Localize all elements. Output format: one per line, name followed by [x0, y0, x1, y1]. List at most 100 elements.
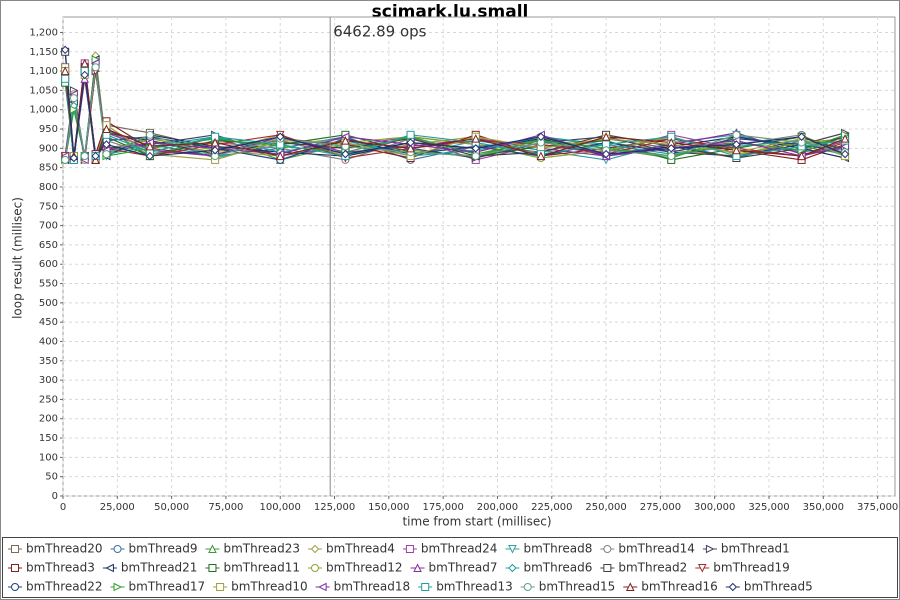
legend-label: bmThread16: [641, 580, 718, 594]
marker: [102, 140, 111, 149]
marker: [145, 141, 155, 151]
legend-label: bmThread3: [26, 561, 95, 575]
legend-box: [2, 537, 898, 598]
marker: [471, 144, 480, 153]
legend-marker: [318, 582, 327, 592]
marker: [61, 74, 70, 83]
legend-label: bmThread6: [523, 561, 592, 575]
y-tick-label: 300: [39, 375, 58, 386]
marker: [471, 134, 481, 143]
y-tick-label: 350: [39, 356, 58, 367]
y-tick-label: 550: [39, 279, 58, 290]
y-tick-label: 900: [39, 143, 58, 154]
legend-label: bmThread10: [231, 580, 308, 594]
marker: [601, 149, 611, 159]
x-tick-label: 125,000: [314, 502, 355, 513]
marker: [732, 140, 741, 149]
marker: [210, 137, 220, 147]
legend-marker: [421, 583, 430, 591]
y-tick-label: 150: [39, 433, 58, 444]
marker: [840, 134, 850, 143]
marker: [667, 144, 676, 153]
marker: [601, 132, 611, 141]
marker: [797, 132, 806, 141]
marker: [102, 124, 111, 134]
x-tick-label: 175,000: [422, 502, 463, 513]
legend-label: bmThread1: [721, 542, 790, 556]
marker: [406, 143, 415, 153]
y-tick-label: 0: [52, 491, 58, 502]
marker: [276, 132, 285, 141]
marker: [102, 150, 111, 159]
legend-marker: [113, 582, 123, 592]
legend-label: bmThread13: [436, 580, 513, 594]
x-tick-label: 100,000: [260, 502, 301, 513]
y-tick-label: 200: [39, 414, 58, 425]
y-tick-label: 1,100: [29, 66, 58, 77]
marker: [471, 152, 480, 161]
x-tick-label: 150,000: [368, 502, 409, 513]
marker: [536, 132, 546, 141]
y-tick-label: 1,000: [29, 105, 58, 116]
legend-marker: [208, 564, 217, 572]
legend-label: bmThread14: [618, 542, 695, 556]
legend-label: bmThread11: [223, 561, 300, 575]
legend-label: bmThread20: [26, 542, 103, 556]
marker: [91, 63, 100, 72]
x-tick-label: 350,000: [803, 502, 844, 513]
y-tick-label: 700: [39, 221, 58, 232]
marker: [840, 142, 850, 151]
legend-label: bmThread5: [744, 580, 813, 594]
marker: [80, 58, 90, 68]
y-tick-label: 950: [39, 124, 58, 135]
y-tick-label: 600: [39, 259, 58, 270]
x-tick-label: 0: [60, 502, 66, 513]
marker: [406, 138, 415, 147]
legend-label: bmThread24: [421, 542, 498, 556]
legend-marker: [603, 564, 612, 572]
legend-marker: [508, 563, 517, 573]
legend-marker: [405, 545, 414, 553]
x-tick-label: 325,000: [748, 502, 789, 513]
annotation-label: 6462.89 ops: [333, 23, 426, 41]
legend-marker: [11, 583, 19, 591]
legend-marker: [697, 564, 707, 573]
legend-marker: [311, 564, 319, 572]
marker: [69, 153, 79, 163]
marker: [797, 151, 806, 161]
x-tick-label: 300,000: [694, 502, 735, 513]
legend-marker: [523, 583, 532, 591]
marker: [69, 105, 79, 115]
legend-label: bmThread23: [223, 542, 300, 556]
marker: [406, 130, 415, 139]
legend-label: bmThread19: [713, 561, 790, 575]
marker: [91, 151, 100, 161]
y-tick-label: 650: [39, 240, 58, 251]
y-tick-label: 250: [39, 394, 58, 405]
y-tick-label: 100: [39, 452, 58, 463]
marker: [732, 145, 741, 155]
legend: bmThread20 bmThread9 bmThread23 bmThread4 bm…: [8, 542, 813, 594]
marker: [145, 151, 155, 161]
y-tick-label: 1,150: [29, 47, 58, 58]
x-tick-label: 25,000: [100, 502, 135, 513]
legend-label: bmThread18: [334, 580, 411, 594]
marker: [60, 45, 70, 55]
marker: [80, 152, 89, 161]
legend-marker: [310, 544, 320, 554]
legend-marker: [705, 544, 715, 554]
marker: [840, 149, 850, 159]
marker: [145, 130, 154, 139]
legend-label: bmThread15: [539, 580, 616, 594]
legend-marker: [113, 545, 122, 553]
marker: [69, 94, 78, 103]
marker: [80, 70, 89, 80]
legend-label: bmThread8: [523, 542, 592, 556]
y-tick-label: 1,050: [29, 85, 58, 96]
x-tick-label: 250,000: [585, 502, 626, 513]
x-tick-label: 375,000: [857, 502, 898, 513]
marker: [61, 155, 70, 164]
marker: [341, 149, 350, 159]
x-tick-label: 50,000: [154, 502, 189, 513]
